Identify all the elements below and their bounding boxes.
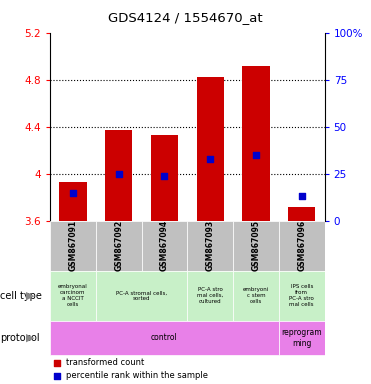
Bar	[96, 271, 187, 321]
Text: control: control	[151, 333, 178, 343]
Bar	[187, 221, 233, 271]
Bar	[50, 221, 96, 271]
Point	[207, 156, 213, 162]
Bar	[59, 182, 87, 221]
Text: GSM867092: GSM867092	[114, 220, 123, 271]
Text: ▶: ▶	[26, 291, 35, 301]
Text: GSM867095: GSM867095	[252, 220, 260, 271]
Bar	[50, 271, 96, 321]
Text: transformed count: transformed count	[66, 358, 144, 367]
Text: PC-A stro
mal cells,
cultured: PC-A stro mal cells, cultured	[197, 287, 223, 304]
Bar	[279, 321, 325, 355]
Bar	[96, 221, 142, 271]
Point	[54, 372, 60, 379]
Text: reprogram
ming: reprogram ming	[282, 328, 322, 348]
Bar	[242, 66, 270, 221]
Text: PC-A stromal cells,
sorted: PC-A stromal cells, sorted	[116, 290, 167, 301]
Text: IPS cells
from
PC-A stro
mal cells: IPS cells from PC-A stro mal cells	[289, 285, 314, 307]
Text: embryonal
carcinom
a NCCIT
cells: embryonal carcinom a NCCIT cells	[58, 285, 88, 307]
Point	[70, 190, 76, 196]
Bar	[197, 77, 224, 221]
Text: cell type: cell type	[0, 291, 42, 301]
Bar	[233, 221, 279, 271]
Text: GSM867091: GSM867091	[69, 220, 78, 271]
Point	[299, 193, 305, 199]
Text: protocol: protocol	[0, 333, 40, 343]
Bar	[279, 271, 325, 321]
Bar	[142, 221, 187, 271]
Text: GSM867093: GSM867093	[206, 220, 215, 271]
Point	[54, 360, 60, 366]
Bar	[151, 135, 178, 221]
Bar	[187, 271, 233, 321]
Bar	[233, 271, 279, 321]
Point	[253, 152, 259, 158]
Bar	[105, 130, 132, 221]
Bar	[279, 221, 325, 271]
Text: GSM867096: GSM867096	[297, 220, 306, 271]
Bar	[50, 321, 279, 355]
Text: GDS4124 / 1554670_at: GDS4124 / 1554670_at	[108, 12, 263, 25]
Text: embryoni
c stem
cells: embryoni c stem cells	[243, 287, 269, 304]
Point	[161, 172, 167, 179]
Bar	[288, 207, 315, 221]
Text: ▶: ▶	[26, 333, 35, 343]
Point	[116, 170, 122, 177]
Text: GSM867094: GSM867094	[160, 220, 169, 271]
Text: percentile rank within the sample: percentile rank within the sample	[66, 371, 208, 380]
